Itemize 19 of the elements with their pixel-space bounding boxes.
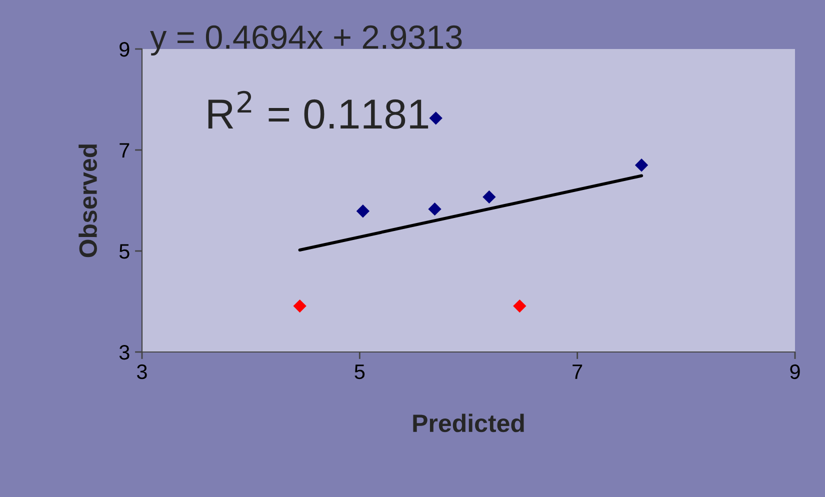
point [513, 299, 526, 313]
x-tick-label: 9 [790, 364, 800, 380]
annotation: R$^{2}$ = 0.1181 [208, 90, 428, 129]
annotation: y = 0.4694x + 2.9313 [150, 25, 462, 56]
y-axis-title: Observed [78, 144, 97, 258]
x-axis-title: Predicted [413, 414, 524, 432]
y-tick-label: 5 [119, 244, 130, 259]
x-tick-label: 3 [137, 364, 147, 380]
point [429, 112, 442, 125]
y-tick-label: 3 [119, 345, 130, 360]
x-tick-label: 7 [572, 364, 582, 379]
x-tick-label: 5 [354, 364, 365, 380]
y-tick-label: 9 [120, 42, 130, 57]
point [428, 202, 442, 216]
point [634, 158, 648, 172]
point [356, 204, 370, 218]
point [293, 299, 306, 313]
point [482, 190, 496, 204]
y-tick-label: 7 [120, 143, 130, 158]
